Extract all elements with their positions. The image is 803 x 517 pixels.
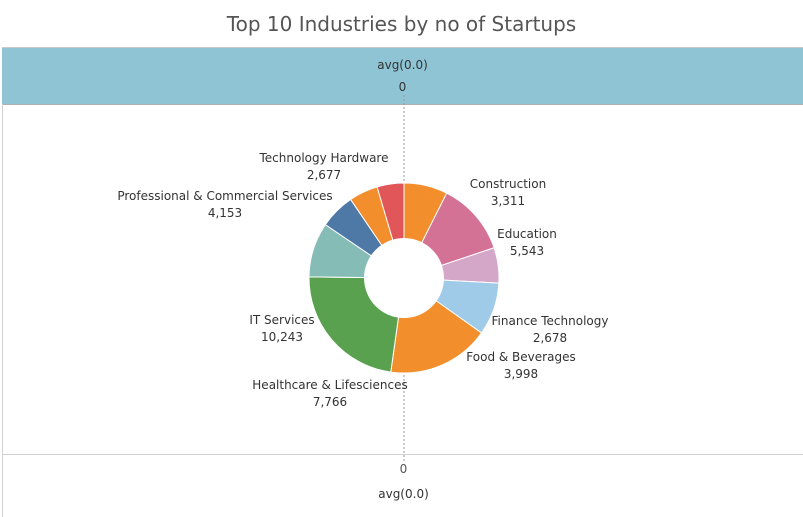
slice-label-food-beverages: Food & Beverages	[466, 350, 575, 364]
slice-value-healthcare-lifesciences: 7,766	[313, 395, 347, 409]
slice-value-finance-technology: 2,678	[533, 331, 567, 345]
column-header-label: avg(0.0)	[377, 58, 428, 72]
slice-label-education: Education	[497, 227, 557, 241]
slice-label-it-services: IT Services	[249, 313, 314, 327]
slice-value-construction: 3,311	[491, 194, 525, 208]
slice-value-food-beverages: 3,998	[504, 367, 538, 381]
column-header-band: avg(0.0) 0	[2, 47, 803, 105]
axis-footer: 0 avg(0.0)	[2, 455, 803, 517]
slice-label-healthcare-lifesciences: Healthcare & Lifesciences	[252, 378, 407, 392]
slice-label-finance-technology: Finance Technology	[492, 314, 609, 328]
donut-hole	[364, 238, 444, 318]
chart-title: Top 10 Industries by no of Startups	[226, 12, 577, 36]
column-header-tick: 0	[398, 80, 407, 94]
slice-value-professional-commercial-services: 4,153	[208, 206, 242, 220]
x-axis-label: avg(0.0)	[378, 487, 429, 501]
slice-label-construction: Construction	[470, 177, 546, 191]
slice-value-education: 5,543	[510, 244, 544, 258]
x-axis-tick: 0	[399, 462, 408, 476]
slice-label-technology-hardware: Technology Hardware	[259, 151, 389, 165]
slice-value-technology-hardware: 2,677	[307, 168, 341, 182]
slice-value-it-services: 10,243	[261, 330, 303, 344]
slice-label-professional-commercial-services: Professional & Commercial Services	[117, 189, 332, 203]
plot-area	[2, 104, 803, 455]
